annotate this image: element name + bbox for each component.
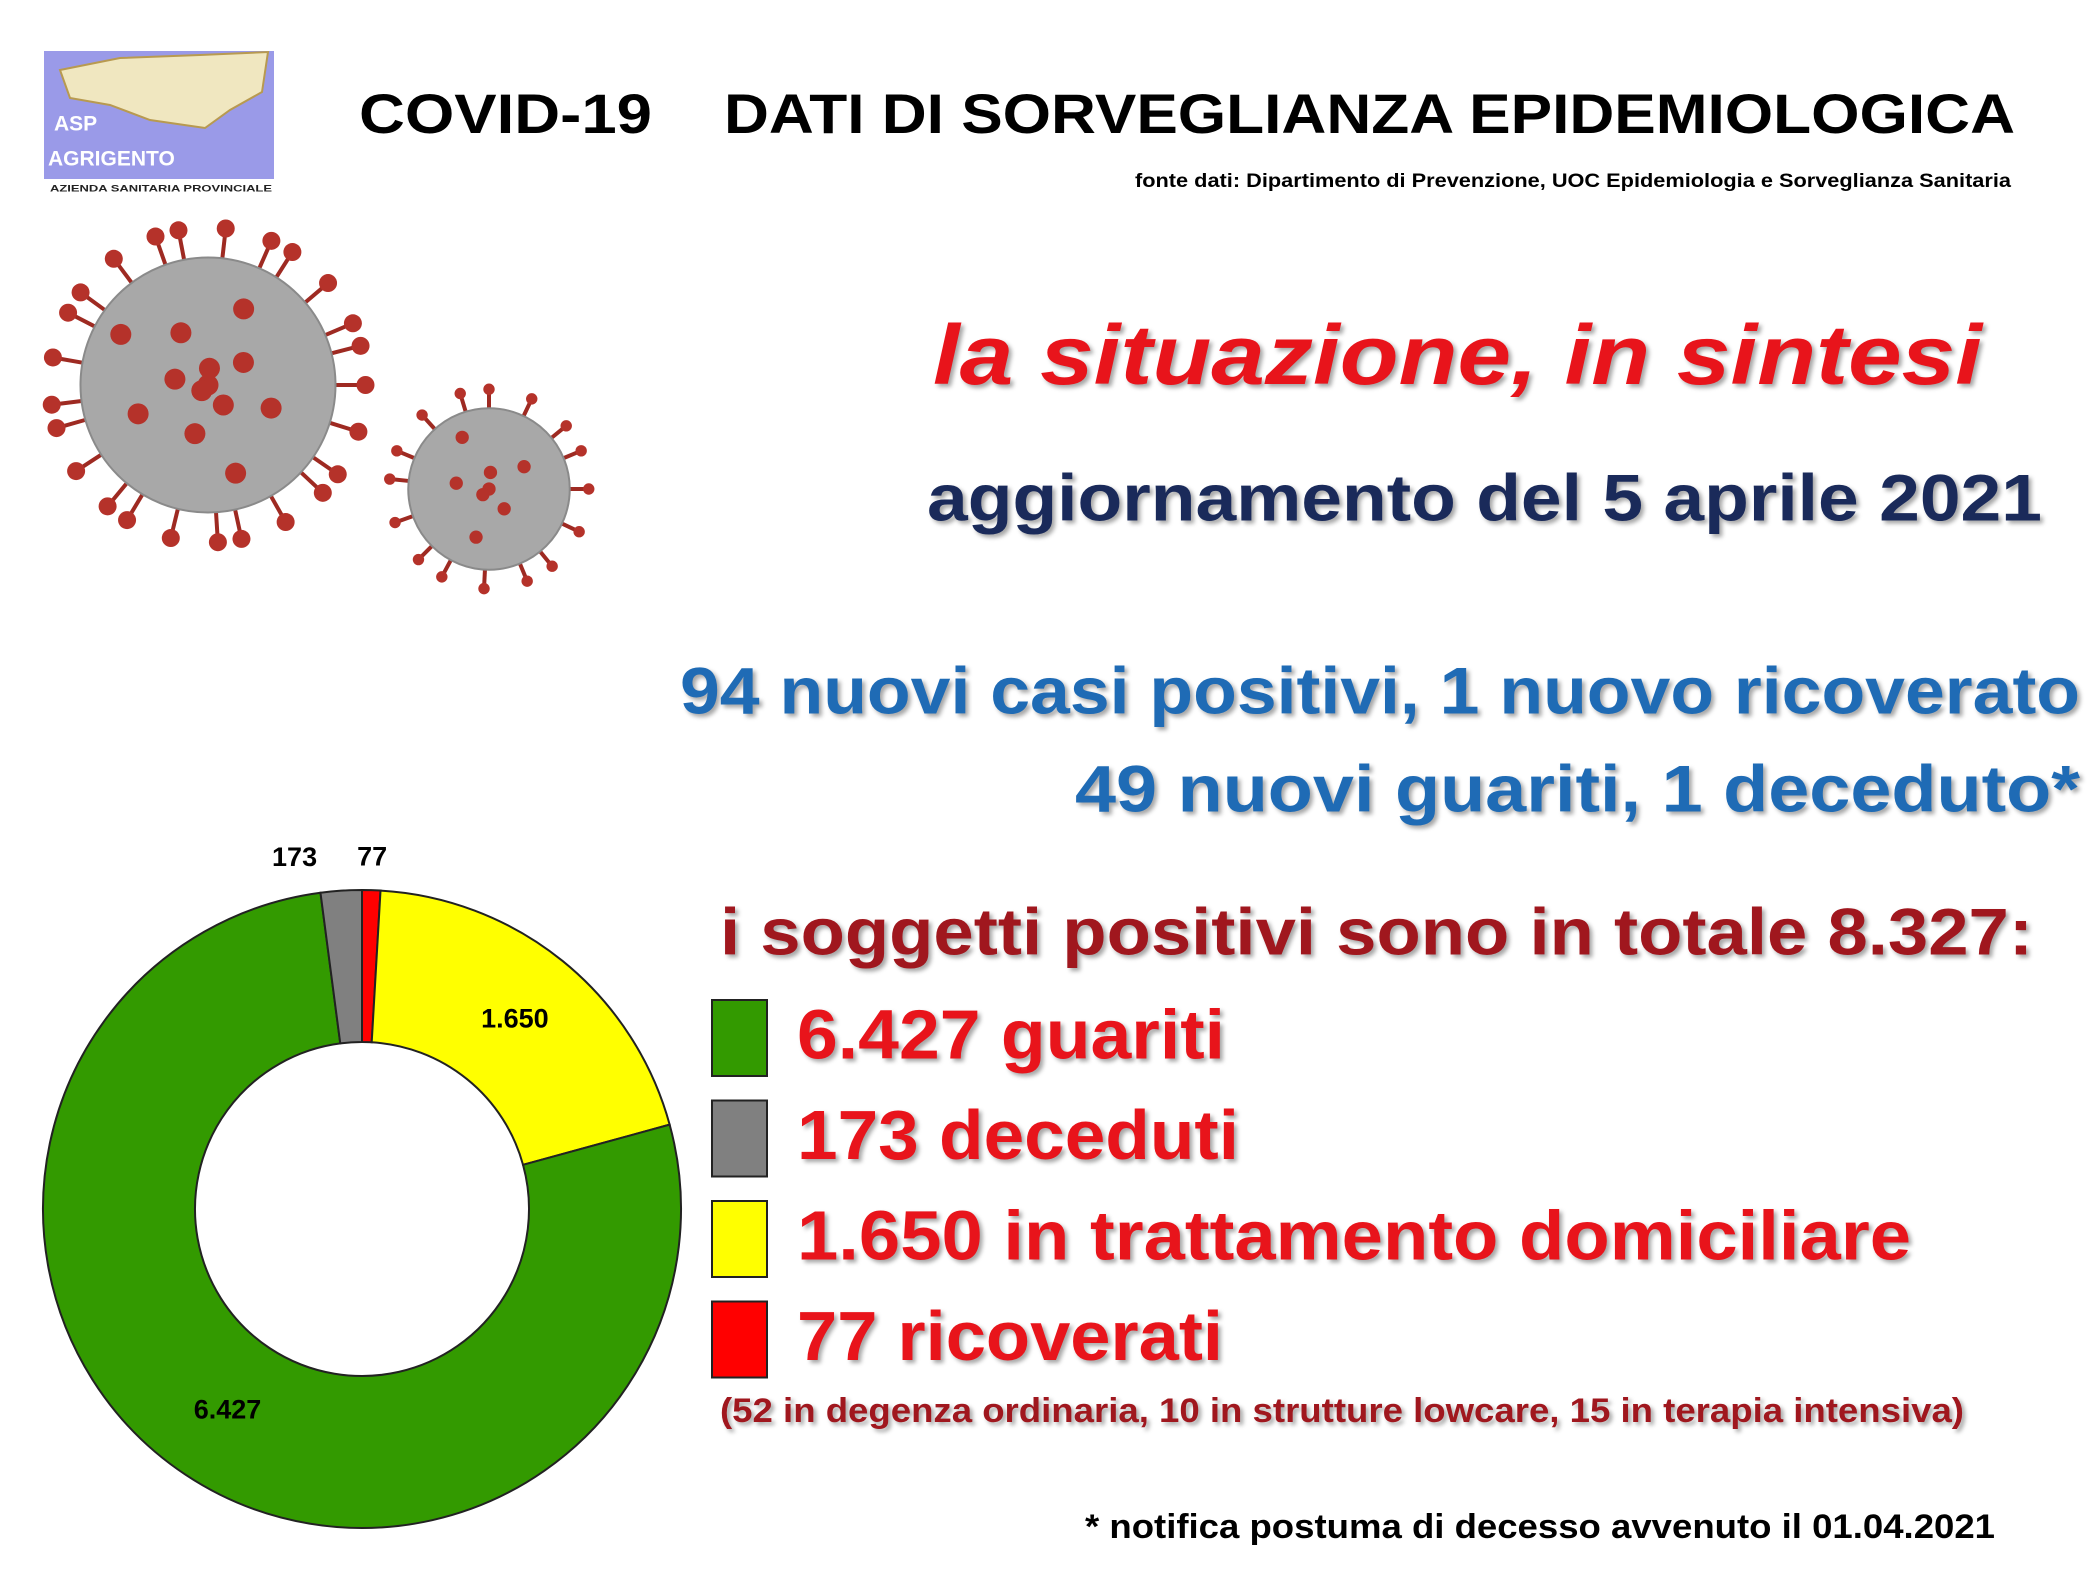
virus-spike-head <box>560 420 572 432</box>
virus-spike-head <box>42 395 61 414</box>
virus-spike-head <box>483 383 495 395</box>
legend-label: 77 ricoverati <box>797 1297 1223 1375</box>
virus-spike-head <box>583 483 595 495</box>
legend-swatch <box>711 999 768 1077</box>
virus-protein <box>184 423 206 445</box>
donut-chart: 77 1.650 6.427 173 <box>42 841 682 1529</box>
virus-spike-head <box>169 221 188 240</box>
data-label: 173 <box>272 842 317 872</box>
logo-text: AZIENDA SANITARIA PROVINCIALE <box>50 183 272 193</box>
virus-protein <box>198 357 220 379</box>
logo-text: AGRIGENTO <box>48 148 175 171</box>
virus-protein <box>127 403 149 425</box>
data-label: 77 <box>357 841 387 871</box>
virus-spike-head <box>384 473 396 485</box>
legend-swatch <box>711 1200 768 1278</box>
note: (52 in degenza ordinaria, 10 in struttur… <box>720 1392 1964 1430</box>
donut-slice <box>319 888 363 1045</box>
legend-swatch <box>711 1099 768 1178</box>
virus-spike-head <box>389 516 401 529</box>
virus-spike-head <box>412 553 425 566</box>
headline: la situazione, in sintesi <box>933 308 1984 402</box>
source: fonte dati: Dipartimento di Prevenzione,… <box>1135 171 2011 192</box>
virus-protein <box>476 487 490 502</box>
legend: 6.427 guariti 173 deceduti 1.650 in tratta… <box>711 995 1911 1379</box>
news-line: 49 nuovi guariti, 1 deceduto* <box>1075 751 2080 825</box>
update-date: aggiornamento del 5 aprile 2021 <box>927 460 2042 534</box>
virus-spike-head <box>319 274 338 293</box>
virus-spike-head <box>546 560 558 572</box>
virus-spike-head <box>416 409 428 421</box>
data-label: 6.427 <box>194 1395 262 1425</box>
legend-swatch <box>711 1300 768 1379</box>
logo: ASP AGRIGENTO AZIENDA SANITARIA PROVINCI… <box>44 50 274 193</box>
virus-spike-head <box>351 336 370 355</box>
virus-spike-head <box>43 348 62 367</box>
virus-spike-head <box>67 462 86 481</box>
virus-spike-head <box>478 582 490 595</box>
virus-spike-head <box>59 303 78 322</box>
legend-label: 1.650 in trattamento domiciliare <box>797 1196 1911 1274</box>
virus-protein <box>517 460 531 474</box>
virus-protein <box>164 368 186 390</box>
legend-label: 173 deceduti <box>797 1096 1239 1174</box>
virus-spike-head <box>313 483 332 502</box>
virus-spike-head <box>98 497 117 516</box>
virus-spike-head <box>391 445 403 457</box>
virus-spike-head <box>208 533 227 552</box>
summary-heading: i soggetti positivi sono in totale 8.327… <box>720 894 2033 968</box>
virus-spike-head <box>328 465 347 484</box>
virus-protein <box>225 462 247 484</box>
virus-spike-head <box>161 529 180 548</box>
title: COVID-19 <box>359 82 652 145</box>
virus-spike-head <box>349 422 368 441</box>
virus-spike-head <box>343 314 362 333</box>
virus-spike-head <box>573 526 585 538</box>
virus-spike-head <box>71 283 90 302</box>
virus-spike-head <box>216 219 235 238</box>
virus-spike-head <box>104 249 123 268</box>
logo-map <box>58 50 270 130</box>
virus-protein <box>191 380 213 402</box>
virus-protein <box>212 394 234 416</box>
news-line: 94 nuovi casi positivi, 1 nuovo ricovera… <box>680 653 2080 727</box>
virus-spike-head <box>118 511 137 530</box>
virus-protein <box>497 502 511 516</box>
virus-protein <box>469 530 483 544</box>
virus-spike-head <box>283 243 302 262</box>
virus-protein <box>232 351 254 373</box>
virus-protein <box>455 430 469 445</box>
virus-spike-head <box>575 445 587 457</box>
virus-illustration <box>42 219 595 595</box>
virus-spike-head <box>262 231 281 250</box>
virus-protein <box>110 323 132 345</box>
virus-spike-head <box>454 387 466 400</box>
virus-spike-head <box>521 575 533 587</box>
virus-protein <box>233 298 255 320</box>
virus-spike-head <box>47 419 66 438</box>
title: DATI DI SORVEGLIANZA EPIDEMIOLOGICA <box>724 82 2015 145</box>
virus-spike-head <box>146 227 165 246</box>
virus-protein <box>260 397 282 419</box>
legend-label: 6.427 guariti <box>797 995 1225 1073</box>
virus-spike-head <box>232 529 251 548</box>
virus-spike-head <box>436 571 448 583</box>
virus-protein <box>483 465 498 480</box>
virus-spike-head <box>526 393 538 405</box>
donut-slice <box>370 889 671 1167</box>
virus-protein <box>449 476 463 490</box>
virus-protein <box>170 322 192 344</box>
donut-slice <box>42 891 682 1529</box>
virus-spike-head <box>276 513 295 532</box>
data-label: 1.650 <box>481 1003 549 1033</box>
footnote: * notifica postuma di decesso avvenuto i… <box>1085 1508 1995 1546</box>
virus-spike-head <box>356 376 375 394</box>
logo-text: ASP <box>54 113 97 136</box>
